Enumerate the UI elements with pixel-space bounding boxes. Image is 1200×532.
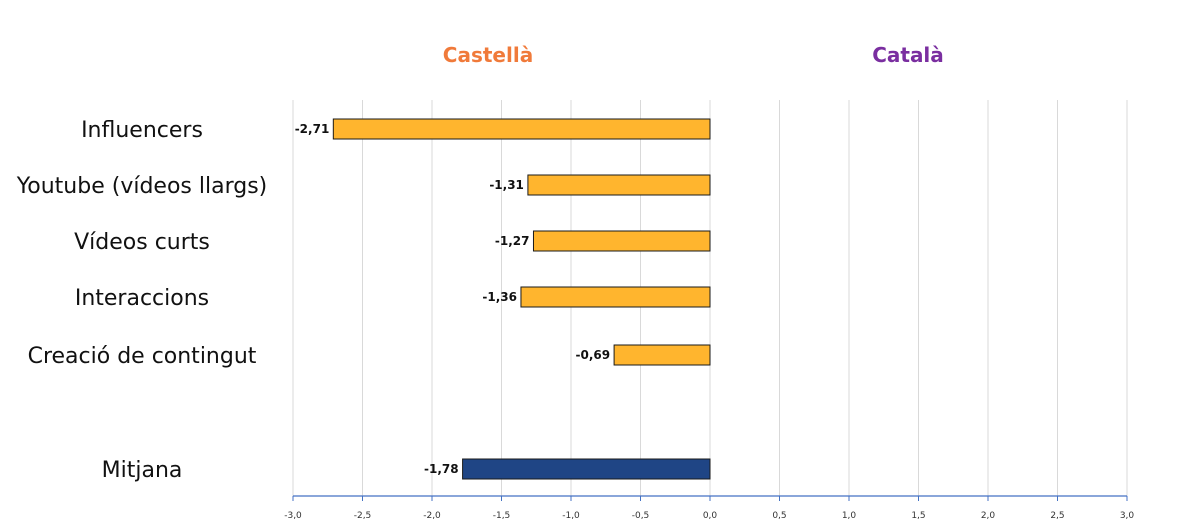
category-label: Interaccions [75,286,209,311]
x-tick-label: -1,5 [493,511,511,521]
labels: -2,71 Influencers -1,31 Youtube (vídeos lla… [16,118,610,483]
left-header: Castellà [443,43,533,67]
bar [332,118,711,140]
data-label: -1,27 [495,234,530,248]
data-label: -0,69 [575,348,610,362]
bar [532,230,711,252]
x-tick-label: 2,0 [981,511,996,521]
bar [520,286,711,308]
category-label: Influencers [81,118,203,143]
x-tick-label: 0,0 [703,511,718,521]
x-tick-label: 1,5 [911,511,925,521]
data-label: -1,31 [489,178,524,192]
x-tick-label: -2,0 [423,511,441,521]
data-label: -1,36 [482,290,517,304]
x-tick-label: -3,0 [284,511,302,521]
category-label: Vídeos curts [74,230,210,255]
category-label: Mitjana [102,458,183,483]
category-label: Youtube (vídeos llargs) [16,174,268,199]
x-tick-label: 0,5 [772,511,786,521]
right-header: Català [872,43,944,67]
x-tick-label: -1,0 [562,511,580,521]
x-tick-label: 1,0 [842,511,857,521]
x-tick-label: -2,5 [354,511,372,521]
bar [613,344,711,366]
category-label: Creació de contingut [28,344,257,369]
x-axis: -3,0 -2,5 -2,0 -1,5 -1,0 -0,5 0,0 0,5 1,0 1,5 2,0 2… [284,495,1135,521]
bar [527,174,711,196]
bar [462,458,711,480]
data-label: -1,78 [424,462,459,476]
x-tick-label: 3,0 [1120,511,1135,521]
data-label: -2,71 [295,122,330,136]
x-tick-label: 2,5 [1050,511,1064,521]
bars [332,118,711,480]
x-tick-label: -0,5 [632,511,650,521]
